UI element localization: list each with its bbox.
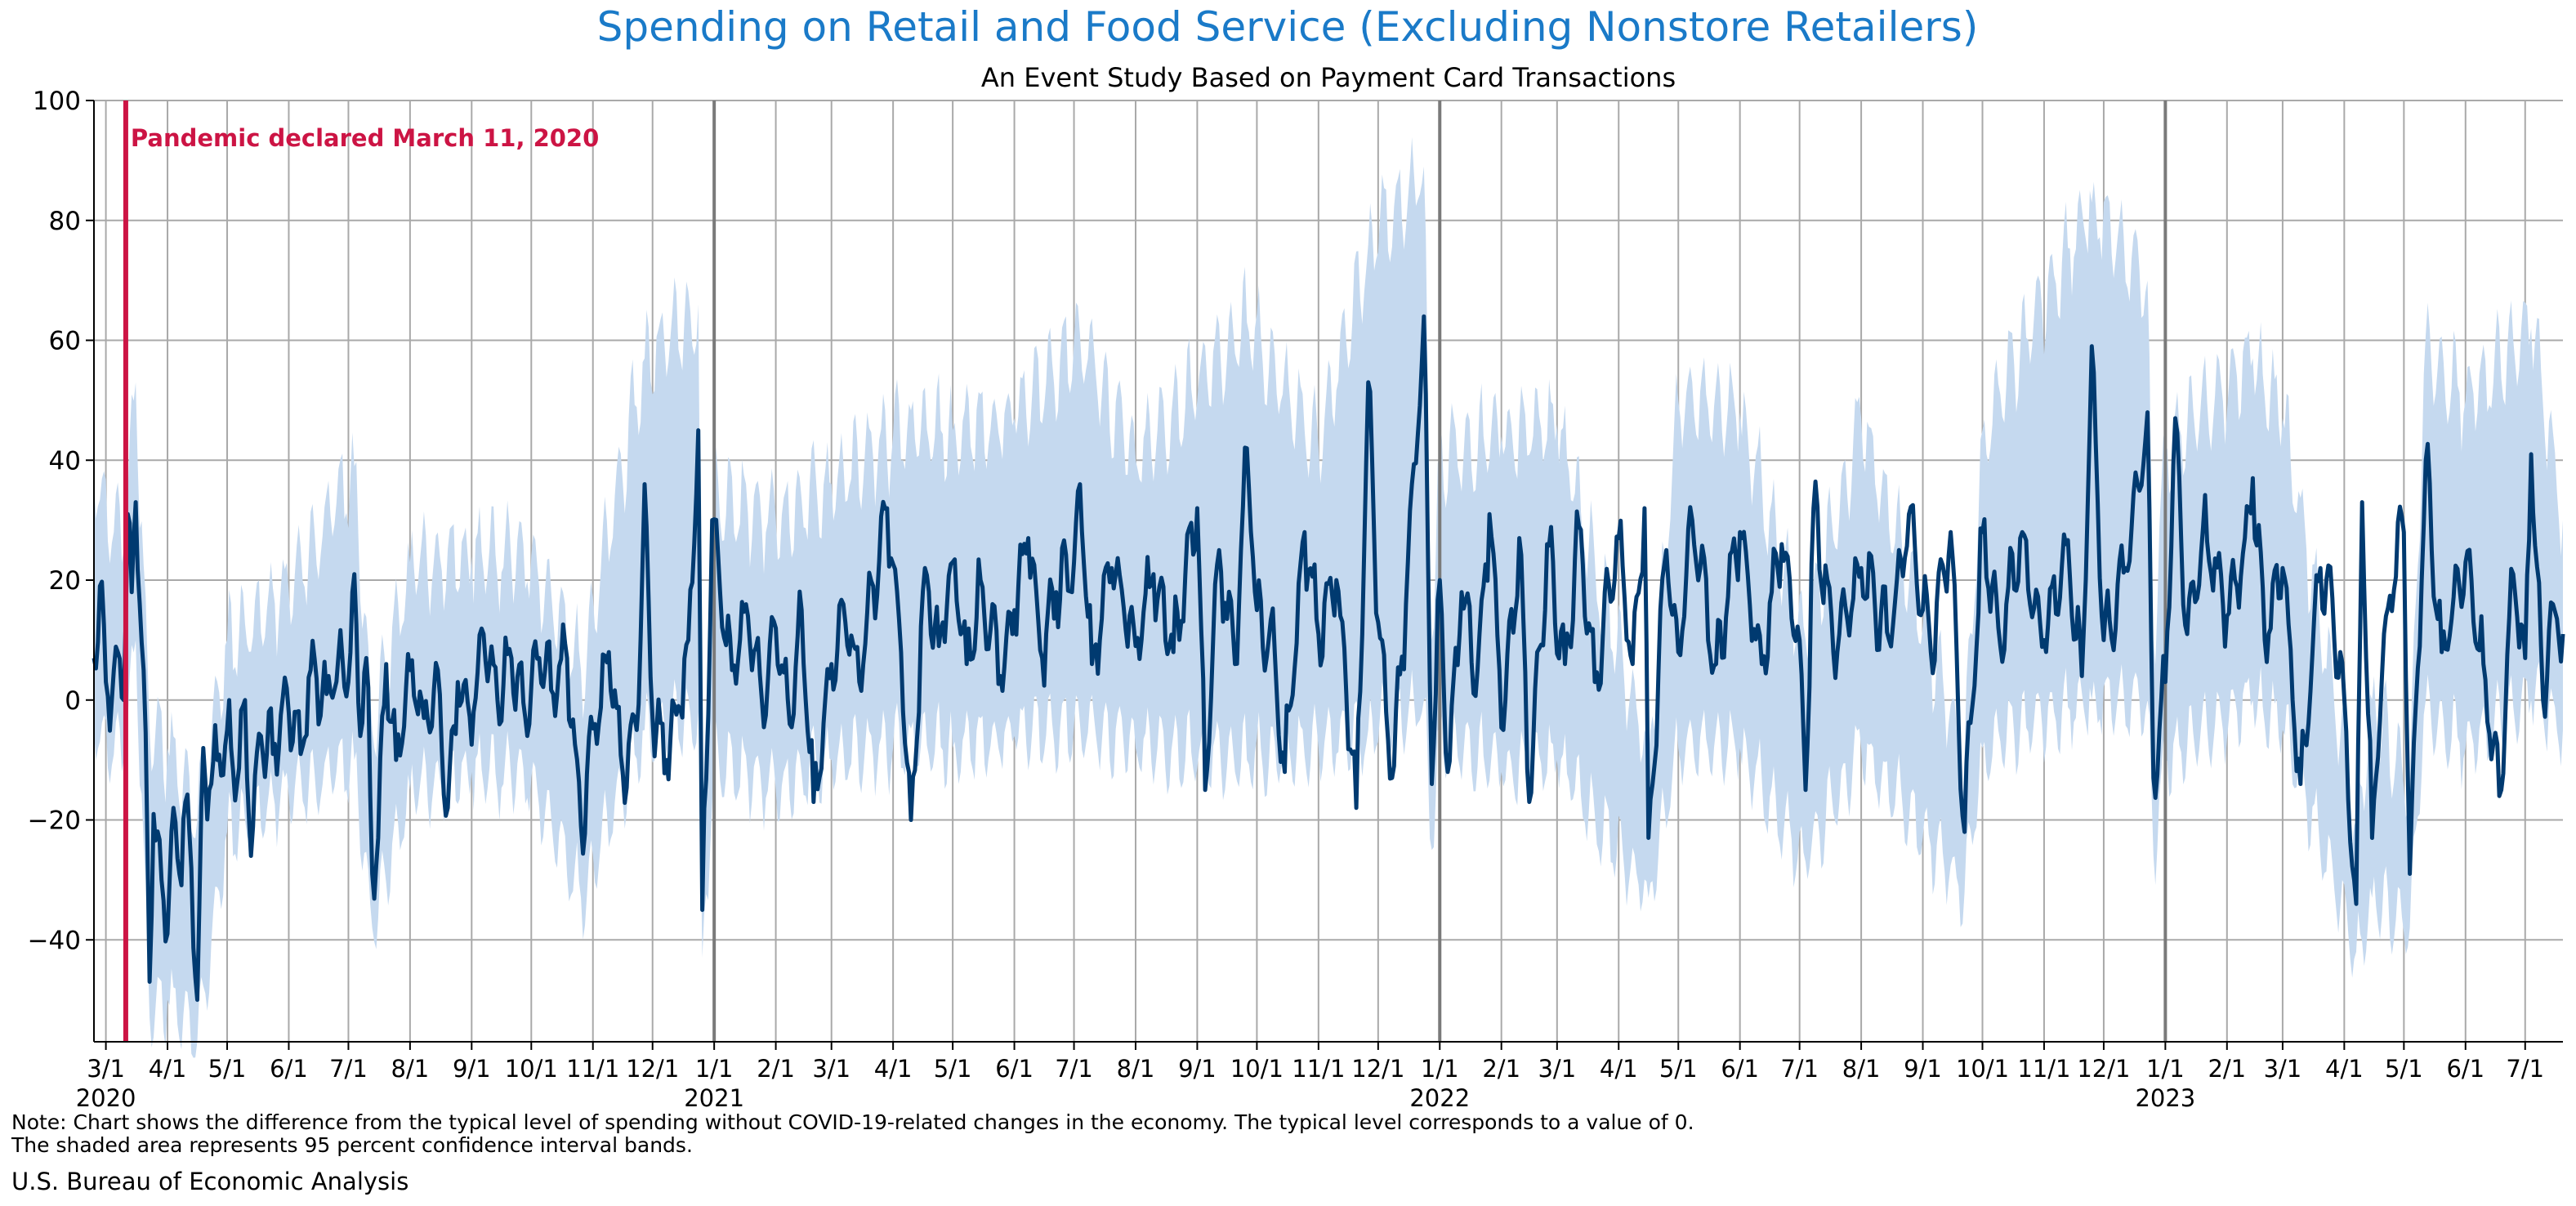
year-label: 2023	[2135, 1084, 2195, 1112]
x-tick-label: 3/1	[2264, 1055, 2302, 1083]
x-tick-label: 11/1	[566, 1055, 619, 1083]
x-tick-label: 9/1	[1178, 1055, 1217, 1083]
y-tick-label: 60	[49, 327, 81, 356]
x-tick-label: 10/1	[1956, 1055, 2009, 1083]
chart-subtitle: An Event Study Based on Payment Card Tra…	[981, 62, 1676, 93]
x-tick-label: 6/1	[1721, 1055, 1759, 1083]
x-tick-label: 12/1	[626, 1055, 679, 1083]
y-tick-label: −20	[28, 806, 81, 836]
source-label: U.S. Bureau of Economic Analysis	[11, 1168, 408, 1195]
x-tick-label: 4/1	[149, 1055, 187, 1083]
x-tick-label: 5/1	[1659, 1055, 1698, 1083]
y-tick-label: 20	[49, 566, 81, 596]
y-tick-label: 100	[33, 87, 81, 116]
x-tick-label: 7/1	[2506, 1055, 2544, 1083]
spending-line	[92, 314, 2565, 1003]
x-tick-label: 3/1	[1538, 1055, 1576, 1083]
y-tick-label: 0	[65, 686, 81, 716]
tick-labels: 100 80 60 40 20 0 −20 −40 3/1 4/1 5/1 6/1 7/1 8/1 9/1 1…	[28, 87, 2545, 1112]
x-tick-label: 8/1	[1117, 1055, 1155, 1083]
x-tick-label: 6/1	[270, 1055, 308, 1083]
pandemic-event-label: Pandemic declared March 11, 2020	[131, 124, 599, 152]
x-tick-label: 5/1	[208, 1055, 247, 1083]
x-tick-label: 2/1	[2208, 1055, 2246, 1083]
x-tick-label: 9/1	[453, 1055, 491, 1083]
x-tick-label: 10/1	[505, 1055, 558, 1083]
x-tick-label: 3/1	[812, 1055, 850, 1083]
x-tick-label: 8/1	[1842, 1055, 1881, 1083]
event-marker-group: Pandemic declared March 11, 2020	[123, 100, 599, 1042]
x-tick-label: 11/1	[2017, 1055, 2070, 1083]
x-tick-label: 5/1	[2385, 1055, 2423, 1083]
axes	[86, 100, 2563, 1050]
year-label: 2020	[76, 1084, 136, 1112]
x-tick-label: 4/1	[1600, 1055, 1638, 1083]
x-tick-label: 12/1	[1351, 1055, 1404, 1083]
y-tick-label: −40	[28, 926, 81, 955]
x-tick-label: 7/1	[1055, 1055, 1093, 1083]
confidence-band	[94, 136, 2563, 1058]
x-tick-label: 12/1	[2077, 1055, 2130, 1083]
chart-title: Spending on Retail and Food Service (Exc…	[597, 3, 1979, 51]
chart-note-line-2: The shaded area represents 95 percent co…	[11, 1133, 693, 1157]
x-tick-label: 1/1	[695, 1055, 734, 1083]
year-label: 2021	[684, 1084, 744, 1112]
x-tick-label: 7/1	[329, 1055, 368, 1083]
x-tick-label: 6/1	[2446, 1055, 2484, 1083]
x-tick-label: 8/1	[391, 1055, 430, 1083]
chart-note-line-1: Note: Chart shows the difference from th…	[11, 1110, 1694, 1134]
x-tick-label: 2/1	[757, 1055, 795, 1083]
x-tick-label: 5/1	[934, 1055, 972, 1083]
x-tick-label: 4/1	[2325, 1055, 2364, 1083]
x-tick-label: 1/1	[1421, 1055, 1459, 1083]
x-tick-label: 11/1	[1292, 1055, 1345, 1083]
x-tick-label: 6/1	[995, 1055, 1034, 1083]
x-tick-label: 9/1	[1904, 1055, 1942, 1083]
x-tick-label: 4/1	[874, 1055, 913, 1083]
confidence-band-group	[94, 136, 2563, 1058]
year-divider-lines	[712, 100, 2168, 1042]
x-tick-label: 2/1	[1482, 1055, 1520, 1083]
x-tick-label: 7/1	[1780, 1055, 1819, 1083]
x-tick-label: 3/1	[87, 1055, 125, 1083]
y-tick-label: 40	[49, 446, 81, 476]
year-label: 2022	[1409, 1084, 1470, 1112]
y-tick-label: 80	[49, 207, 81, 236]
x-tick-label: 1/1	[2146, 1055, 2185, 1083]
x-tick-label: 10/1	[1230, 1055, 1284, 1083]
spending-line-group	[92, 314, 2565, 1003]
